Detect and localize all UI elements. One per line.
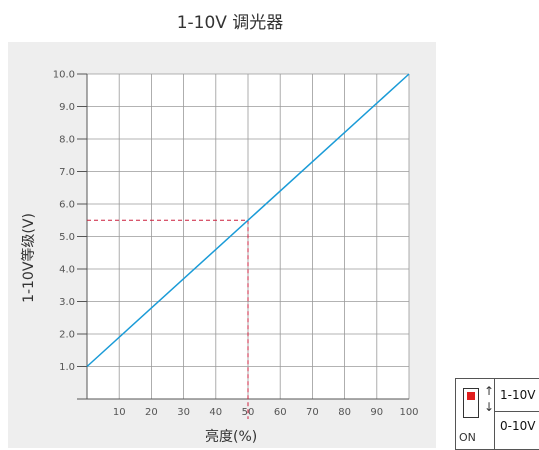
y-axis-ticks: 1.0 2.0 3.0 4.0 5.0 6.0 7.0 8.0 9.0 10.0 xyxy=(53,70,87,373)
x-tick-label: 90 xyxy=(370,407,383,418)
y-tick-label: 10.0 xyxy=(53,70,75,81)
x-tick-label: 80 xyxy=(338,407,351,418)
dip-switch-legend: ↑ ↓ ON 1-10V 0-10V xyxy=(455,378,539,450)
switch-frame xyxy=(463,388,479,418)
switch-option-2: 0-10V xyxy=(500,419,536,433)
series-line xyxy=(86,73,410,368)
series-lines xyxy=(86,73,410,368)
switch-divider xyxy=(494,411,539,412)
y-tick-label: 7.0 xyxy=(59,167,75,178)
chart-title: 1-10V 调光器 xyxy=(176,13,284,33)
x-tick-label: 10 xyxy=(113,407,126,418)
x-tick-label: 100 xyxy=(399,407,418,418)
x-tick-label: 30 xyxy=(177,407,190,418)
x-tick-label: 70 xyxy=(306,407,319,418)
down-arrow-icon: ↓ xyxy=(484,400,495,414)
switch-knob-indicator xyxy=(467,392,475,400)
up-arrow-icon: ↑ xyxy=(484,384,495,398)
switch-on-label: ON xyxy=(459,431,476,444)
annotation-lines xyxy=(87,219,249,419)
y-tick-label: 8.0 xyxy=(59,135,75,146)
y-tick-label: 9.0 xyxy=(59,102,75,113)
dip-switch: ↑ ↓ ON xyxy=(456,379,495,449)
y-tick-label: 1.0 xyxy=(59,362,75,373)
x-axis-label: 亮度(%) xyxy=(205,429,258,445)
x-tick-label: 60 xyxy=(274,407,287,418)
y-tick-label: 6.0 xyxy=(59,200,75,211)
y-tick-label: 2.0 xyxy=(59,330,75,341)
y-axis-label: 1-10V等级(V) xyxy=(21,213,37,303)
x-axis-ticks: 10 20 30 40 50 60 70 80 90 100 xyxy=(113,407,419,418)
x-tick-label: 40 xyxy=(209,407,222,418)
y-tick-label: 3.0 xyxy=(59,297,75,308)
x-tick-label: 20 xyxy=(145,407,158,418)
y-tick-label: 5.0 xyxy=(59,232,75,243)
y-tick-label: 4.0 xyxy=(59,265,75,276)
switch-option-1: 1-10V xyxy=(500,388,536,402)
